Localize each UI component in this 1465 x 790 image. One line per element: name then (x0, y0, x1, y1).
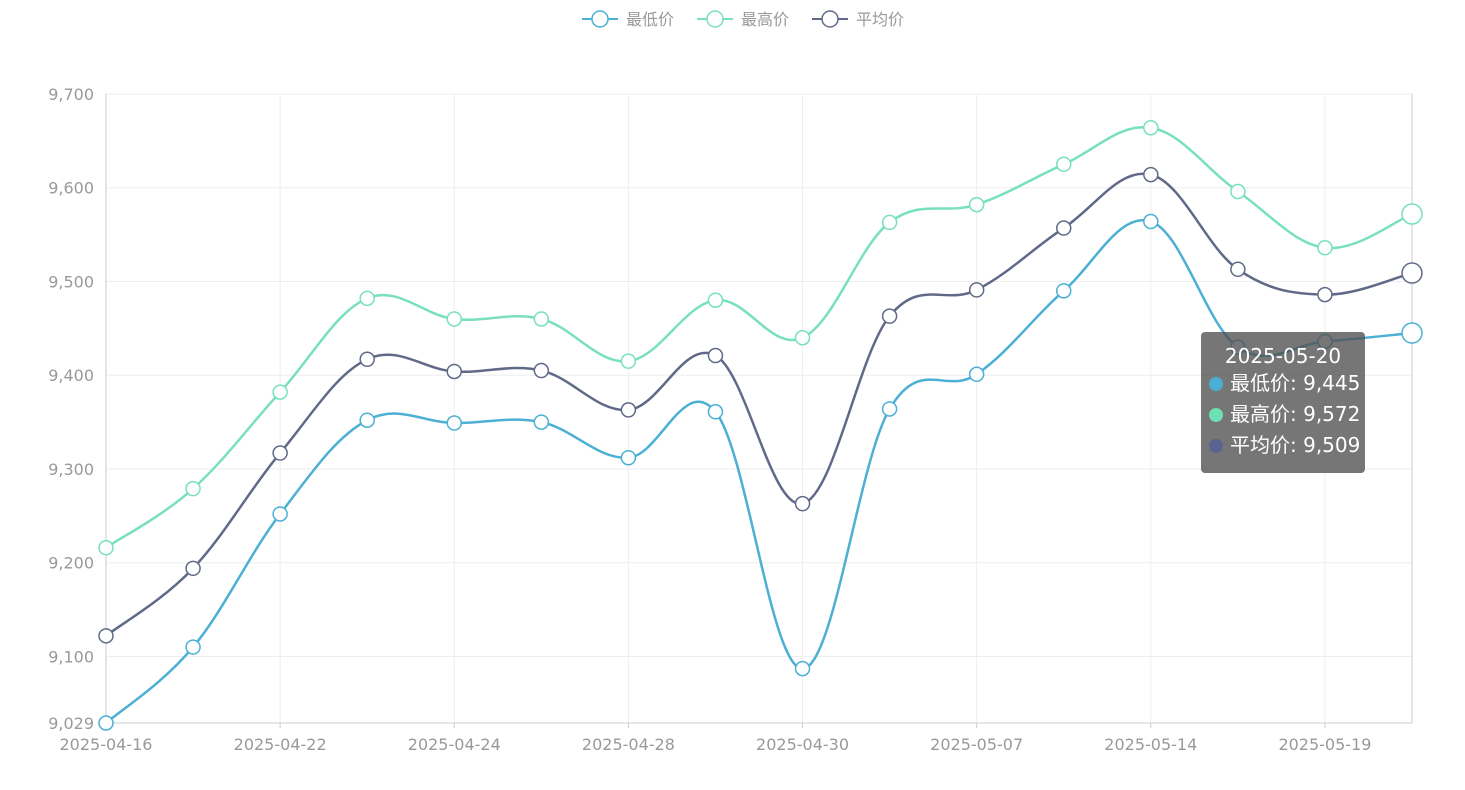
y-tick-label: 9,300 (48, 460, 94, 479)
legend-label-max: 最高价 (741, 10, 789, 29)
data-point-min[interactable] (272, 506, 288, 522)
data-point-avg[interactable] (1317, 286, 1333, 303)
data-point-min[interactable] (707, 404, 724, 420)
data-point-avg[interactable] (794, 495, 811, 512)
legend-item-avg[interactable]: 平均价 (812, 10, 904, 29)
tooltip-label-avg: 平均价: 9,509 (1230, 433, 1361, 457)
y-tick-label: 9,500 (48, 272, 94, 291)
legend-label-min: 最低价 (626, 10, 674, 29)
tooltip-row-min: 最低价: 9,445 (1201, 368, 1365, 399)
data-point-min[interactable] (446, 415, 463, 431)
tooltip-dot-avg (1209, 438, 1223, 453)
tooltip-label-max: 最高价: 9,572 (1230, 402, 1361, 426)
data-point-avg[interactable] (98, 628, 114, 644)
data-point-min[interactable] (98, 715, 114, 731)
data-point-max[interactable] (1143, 119, 1159, 136)
series-line-avg (105, 172, 1413, 637)
tooltip-title: 2025-05-20 (1224, 344, 1342, 368)
legend-marker-max (706, 10, 724, 28)
data-point-avg[interactable] (1401, 262, 1423, 284)
legend-item-min[interactable]: 最低价 (582, 10, 674, 29)
x-tick-label: 2025-04-28 (582, 735, 675, 754)
data-point-max[interactable] (359, 290, 375, 307)
tooltip: 2025-05-20 最低价: 9,445 最高价: 9,572 平均价: 9,… (1201, 332, 1365, 473)
series-line-min (105, 218, 1413, 724)
y-tick-label: 9,200 (48, 554, 94, 573)
data-point-max[interactable] (794, 329, 811, 346)
data-point-max[interactable] (533, 311, 550, 327)
y-tick-label: 9,700 (48, 85, 94, 104)
x-tick-label: 2025-04-16 (60, 735, 153, 754)
legend-marker-min (591, 10, 609, 28)
data-point-max[interactable] (620, 353, 637, 369)
data-point-max[interactable] (98, 539, 114, 556)
data-point-avg[interactable] (446, 363, 463, 380)
data-point-min[interactable] (881, 401, 898, 417)
data-point-avg[interactable] (968, 282, 985, 298)
data-point-avg[interactable] (881, 308, 898, 324)
data-point-avg[interactable] (185, 560, 201, 577)
data-point-min[interactable] (185, 639, 201, 655)
y-tick-label: 9,100 (48, 647, 94, 666)
y-tick-label: 9,400 (48, 366, 94, 385)
data-point-max[interactable] (185, 480, 201, 497)
x-tick-label: 2025-04-22 (234, 735, 327, 754)
data-point-avg[interactable] (620, 402, 637, 418)
data-point-max[interactable] (1317, 239, 1333, 256)
data-point-min[interactable] (533, 414, 550, 430)
data-point-min[interactable] (794, 660, 811, 677)
y-tick-label: 9,600 (48, 179, 94, 198)
tooltip-row-max: 最高价: 9,572 (1201, 399, 1365, 430)
data-point-max[interactable] (1230, 183, 1246, 200)
data-point-max[interactable] (1055, 156, 1072, 173)
tooltip-dot-max (1209, 407, 1223, 422)
data-point-max[interactable] (968, 196, 985, 213)
data-point-avg[interactable] (1055, 220, 1072, 236)
data-point-min[interactable] (359, 412, 375, 428)
x-tick-label: 2025-05-19 (1278, 735, 1371, 754)
data-point-max[interactable] (707, 292, 724, 308)
series-line-max (105, 125, 1413, 549)
data-point-avg[interactable] (707, 347, 724, 364)
legend-label-avg: 平均价 (856, 10, 904, 29)
data-point-avg[interactable] (272, 445, 288, 461)
tooltip-dot-min (1209, 376, 1223, 391)
data-point-min[interactable] (620, 449, 637, 466)
data-point-max[interactable] (446, 311, 463, 327)
data-point-max[interactable] (272, 384, 288, 400)
data-point-min[interactable] (1055, 283, 1072, 299)
data-point-max[interactable] (1401, 203, 1423, 225)
data-point-avg[interactable] (359, 351, 375, 368)
data-point-min[interactable] (1143, 213, 1159, 230)
x-tick-label: 2025-05-14 (1104, 735, 1197, 754)
x-tick-label: 2025-05-07 (930, 735, 1023, 754)
x-tick-label: 2025-04-24 (408, 735, 501, 754)
legend-item-max[interactable]: 最高价 (697, 10, 789, 29)
legend-marker-avg (821, 10, 839, 28)
data-point-avg[interactable] (1230, 261, 1246, 278)
data-point-min[interactable] (968, 366, 985, 383)
data-point-avg[interactable] (533, 362, 550, 379)
y-tick-label: 9,029 (48, 714, 94, 733)
tooltip-label-min: 最低价: 9,445 (1230, 371, 1361, 395)
tooltip-row-avg: 平均价: 9,509 (1201, 430, 1365, 461)
data-point-max[interactable] (881, 214, 898, 231)
data-point-avg[interactable] (1143, 166, 1159, 183)
x-tick-label: 2025-04-30 (756, 735, 849, 754)
data-point-min[interactable] (1401, 322, 1423, 344)
